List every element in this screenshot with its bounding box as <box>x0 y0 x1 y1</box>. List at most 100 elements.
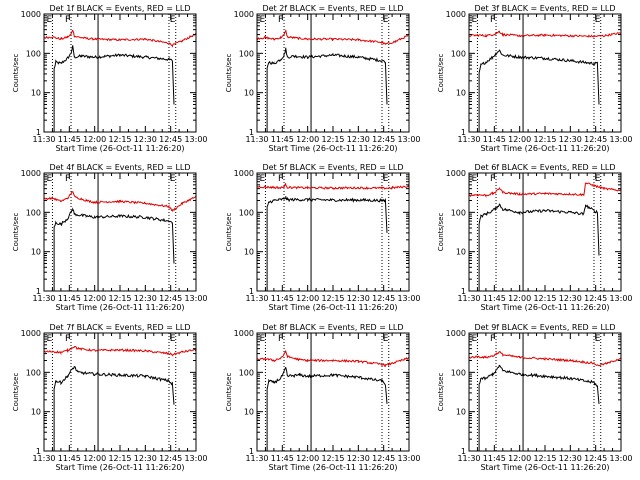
y-tick-label: 100 <box>451 208 466 217</box>
marker-label-f-2: F <box>278 174 283 184</box>
panel-title: Det 6f BLACK = Events, RED = LLD <box>474 163 615 172</box>
x-axis-label: Start Time (26-Oct-11 11:26:20) <box>55 463 184 472</box>
panel-title: Det 5f BLACK = Events, RED = LLD <box>262 163 403 172</box>
lld-trace <box>44 29 197 48</box>
panel-title: Det 1f BLACK = Events, RED = LLD <box>49 4 190 13</box>
x-tick-label: 12:00 <box>296 135 319 144</box>
x-tick-label: 13:00 <box>609 454 632 463</box>
marker-label-e-1: E <box>259 334 265 344</box>
y-tick-label: 10 <box>244 89 254 98</box>
x-tick-label: 11:45 <box>483 294 506 303</box>
x-tick-label: 11:45 <box>58 454 81 463</box>
y-axis-label: Counts/sec <box>437 54 445 93</box>
lld-trace <box>468 182 622 198</box>
detector-panel-8: Det 8f BLACK = Events, RED = LLD E F E 1 10 10… <box>225 323 421 472</box>
x-tick-label: 12:45 <box>159 135 182 144</box>
x-tick-label: 13:00 <box>184 294 207 303</box>
y-tick-label: 1000 <box>21 329 41 338</box>
x-tick-label: 12:45 <box>584 454 607 463</box>
events-trace <box>266 47 388 132</box>
x-tick-label: 12:00 <box>83 294 106 303</box>
marker-label-e-1: E <box>46 174 52 184</box>
marker-label-e-1: E <box>46 334 52 344</box>
y-axis-label: Counts/sec <box>12 373 20 412</box>
x-tick-label: 12:30 <box>134 135 157 144</box>
marker-label-e-3: E <box>383 174 389 184</box>
y-tick-label: 1000 <box>234 10 254 19</box>
plot-frame <box>256 172 410 292</box>
x-tick-label: 12:30 <box>347 135 370 144</box>
y-axis-label: Counts/sec <box>12 54 20 93</box>
x-tick-label: 11:30 <box>457 294 480 303</box>
marker-label-e-3: E <box>383 334 389 344</box>
detector-panel-2: Det 2f BLACK = Events, RED = LLD E F E 1 10 10… <box>225 4 421 153</box>
x-axis-label: Start Time (26-Oct-11 11:26:20) <box>268 144 397 153</box>
x-tick-label: 12:00 <box>83 135 106 144</box>
y-tick-label: 1 <box>461 447 466 456</box>
marker-label-f-2: F <box>278 334 283 344</box>
y-tick-label: 100 <box>239 208 254 217</box>
marker-label-e-3: E <box>170 174 176 184</box>
x-tick-label: 12:00 <box>508 135 531 144</box>
x-tick-label: 12:15 <box>108 294 131 303</box>
x-tick-label: 13:00 <box>184 135 207 144</box>
x-tick-label: 12:30 <box>134 454 157 463</box>
marker-label-e-1: E <box>471 15 477 25</box>
events-trace <box>478 49 600 132</box>
panel-title: Det 4f BLACK = Events, RED = LLD <box>49 163 190 172</box>
y-tick-label: 1000 <box>21 169 41 178</box>
marker-label-f-2: F <box>278 15 283 25</box>
events-trace <box>53 207 175 291</box>
y-tick-label: 1 <box>461 128 466 137</box>
x-tick-label: 12:15 <box>108 135 131 144</box>
y-tick-label: 1000 <box>446 169 466 178</box>
marker-label-f-2: F <box>65 15 70 25</box>
panel-title: Det 7f BLACK = Events, RED = LLD <box>49 323 190 332</box>
x-tick-label: 11:45 <box>271 454 294 463</box>
marker-label-e-3: E <box>595 15 601 25</box>
y-tick-label: 100 <box>239 49 254 58</box>
detector-panel-1: Det 1f BLACK = Events, RED = LLD E F E 1 10 10… <box>12 4 208 153</box>
y-tick-label: 10 <box>244 408 254 417</box>
y-tick-label: 100 <box>26 49 41 58</box>
x-tick-label: 11:30 <box>32 294 55 303</box>
marker-label-e-1: E <box>259 174 265 184</box>
x-tick-label: 12:45 <box>372 454 395 463</box>
y-tick-label: 100 <box>26 368 41 377</box>
y-tick-label: 1 <box>36 287 41 296</box>
panel-title: Det 2f BLACK = Events, RED = LLD <box>262 4 403 13</box>
lld-trace <box>43 345 197 357</box>
x-tick-label: 13:00 <box>397 135 420 144</box>
y-tick-label: 1 <box>249 287 254 296</box>
x-tick-label: 12:45 <box>584 294 607 303</box>
events-trace <box>53 366 175 451</box>
y-tick-label: 10 <box>244 248 254 257</box>
x-tick-label: 12:30 <box>559 454 582 463</box>
x-tick-label: 12:45 <box>159 294 182 303</box>
x-tick-label: 12:30 <box>347 454 370 463</box>
x-tick-label: 11:45 <box>483 454 506 463</box>
events-trace <box>478 364 600 451</box>
y-tick-label: 10 <box>31 89 41 98</box>
x-tick-label: 11:45 <box>483 135 506 144</box>
marker-label-f-2: F <box>65 174 70 184</box>
x-tick-label: 12:15 <box>533 454 556 463</box>
x-tick-label: 13:00 <box>397 294 420 303</box>
x-tick-label: 11:30 <box>245 294 268 303</box>
x-tick-label: 12:00 <box>508 294 531 303</box>
x-tick-label: 13:00 <box>397 454 420 463</box>
x-axis-label: Start Time (26-Oct-11 11:26:20) <box>55 303 184 312</box>
x-tick-label: 12:45 <box>372 135 395 144</box>
detector-panel-9: Det 9f BLACK = Events, RED = LLD E F E 1 10 10… <box>437 323 633 472</box>
x-tick-label: 12:15 <box>321 135 344 144</box>
marker-label-f-2: F <box>490 174 495 184</box>
x-tick-label: 12:00 <box>296 294 319 303</box>
x-tick-label: 12:15 <box>533 135 556 144</box>
marker-label-f-2: F <box>65 334 70 344</box>
x-tick-label: 11:30 <box>245 135 268 144</box>
marker-label-f-2: F <box>490 334 495 344</box>
detector-panel-4: Det 4f BLACK = Events, RED = LLD E F E 1 10 10… <box>12 163 208 312</box>
events-trace <box>53 45 175 132</box>
lld-trace <box>256 183 410 191</box>
marker-label-f-2: F <box>490 15 495 25</box>
